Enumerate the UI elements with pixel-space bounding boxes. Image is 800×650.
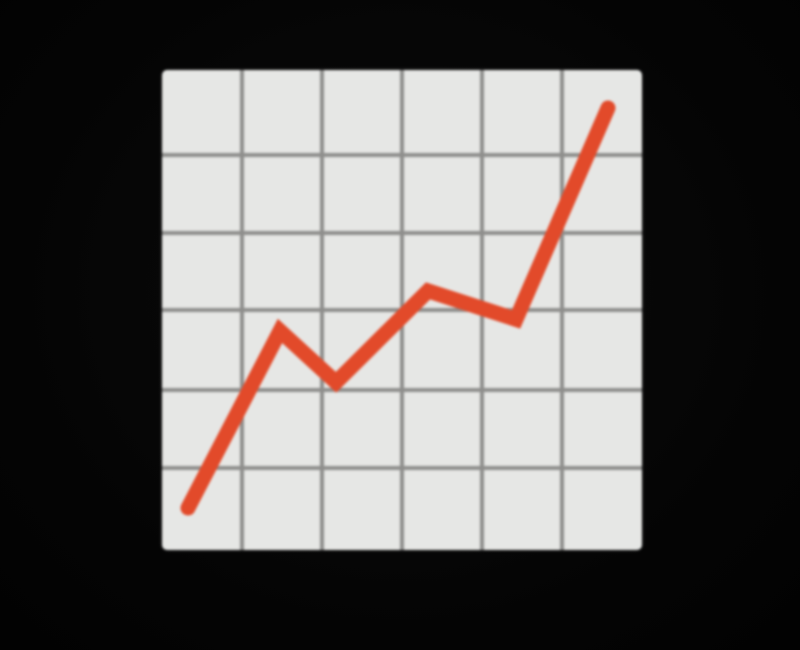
trend-line [180,100,616,516]
chart-emoji-svg [162,70,642,550]
chart-increasing-icon [162,70,642,550]
